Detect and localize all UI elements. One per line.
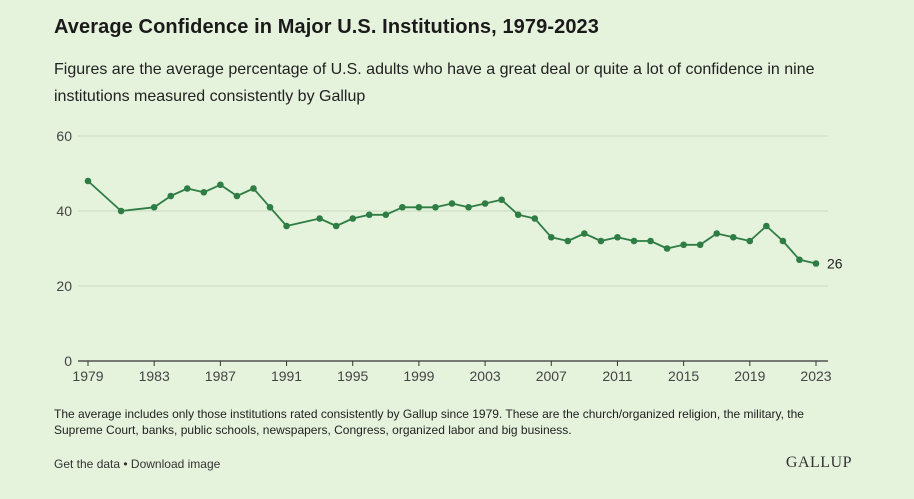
data-point-1996 — [365, 211, 373, 219]
data-point-2006 — [531, 215, 539, 222]
data-point-2000 — [432, 203, 439, 211]
data-point-1991 — [283, 222, 290, 230]
line-chart: 0 20 40 60 1979 1983 1987 1991 1995 1999 2003 2007 2… — [56, 128, 843, 384]
data-point-2022 — [796, 256, 803, 264]
data-point-2017 — [713, 230, 721, 237]
gridlines — [78, 135, 828, 287]
data-point-2004 — [498, 196, 505, 204]
data-point-2014 — [663, 245, 671, 252]
data-point-2018 — [729, 233, 737, 241]
data-point-2013 — [647, 237, 654, 245]
axes: 0 20 40 60 1979 1983 1987 1991 1995 1999 2003 2007 2… — [56, 128, 831, 384]
data-point-2016 — [696, 241, 704, 249]
x-tick-label: 1979 — [72, 368, 103, 384]
end-value-label: 26 — [827, 256, 843, 272]
data-labels: 26 — [827, 256, 843, 272]
data-point-2007 — [547, 233, 555, 241]
data-point-2023 — [812, 260, 820, 267]
data-point-2010 — [597, 237, 605, 245]
x-tick-label: 1999 — [403, 368, 434, 384]
data-point-1988 — [233, 192, 241, 200]
data-point-1995 — [349, 215, 357, 222]
data-point-1984 — [167, 192, 175, 200]
x-tick-label: 2011 — [602, 368, 632, 384]
footer-separator: • — [120, 457, 131, 471]
data-point-2019 — [746, 237, 754, 245]
data-point-2001 — [448, 200, 456, 207]
y-tick-label: 40 — [56, 203, 72, 219]
x-tick-label: 1991 — [271, 368, 302, 384]
y-tick-label: 20 — [56, 278, 72, 294]
x-tick-label: 2003 — [470, 368, 501, 384]
footer-links: Get the data • Download image — [54, 457, 220, 471]
x-tick-label: 2019 — [734, 368, 765, 384]
x-tick-label: 2007 — [536, 368, 567, 384]
data-point-2003 — [481, 200, 489, 207]
y-tick-label: 60 — [56, 128, 72, 144]
data-point-1979 — [84, 177, 92, 185]
data-point-2020 — [763, 222, 770, 230]
x-tick-label: 2023 — [800, 368, 831, 384]
data-point-2002 — [465, 203, 472, 211]
data-point-2011 — [614, 233, 621, 241]
x-tick-label: 1995 — [337, 368, 368, 384]
gallup-logo: GALLUP — [785, 454, 852, 471]
data-point-1985 — [183, 185, 191, 192]
data-point-1983 — [150, 203, 158, 211]
x-tick-label: 2015 — [668, 368, 699, 384]
data-point-1989 — [250, 185, 257, 192]
confidence-line — [87, 180, 817, 265]
chart-title: Average Confidence in Major U.S. Institu… — [54, 16, 600, 38]
data-point-1999 — [415, 203, 423, 211]
data-point-1993 — [316, 215, 323, 222]
data-points — [84, 177, 820, 267]
chart-note: The average includes only those institut… — [54, 407, 804, 437]
data-point-1990 — [266, 203, 274, 211]
data-point-2021 — [779, 237, 787, 245]
y-tick-label: 0 — [64, 353, 72, 369]
data-point-1998 — [399, 203, 406, 211]
data-point-1997 — [382, 211, 390, 219]
data-point-2015 — [680, 241, 687, 249]
data-point-1994 — [332, 222, 340, 230]
data-point-1981 — [117, 207, 125, 215]
get-data-link[interactable]: Get the data — [54, 457, 121, 471]
data-point-2008 — [564, 237, 572, 245]
data-point-2009 — [581, 230, 588, 237]
chart-subtitle: Figures are the average percentage of U.… — [54, 61, 815, 105]
data-point-1986 — [200, 188, 208, 196]
download-image-link[interactable]: Download image — [130, 457, 221, 471]
data-point-2012 — [630, 237, 638, 245]
x-tick-label: 1987 — [205, 368, 236, 384]
data-point-1987 — [217, 181, 224, 189]
x-tick-label: 1983 — [139, 368, 170, 384]
data-point-2005 — [514, 211, 522, 219]
series-line — [87, 180, 817, 265]
